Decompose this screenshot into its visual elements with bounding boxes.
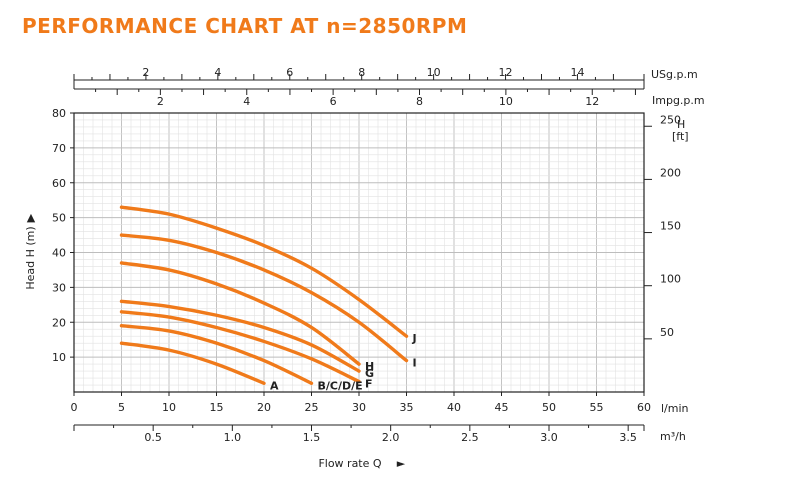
axes bbox=[70, 74, 652, 431]
curve-label-i: I bbox=[413, 357, 417, 370]
ft-tick-label: 50 bbox=[660, 326, 674, 339]
usgpm-tick-label: 4 bbox=[214, 66, 221, 79]
usgpm-tick-label: 6 bbox=[286, 66, 293, 79]
x-axis-unit: l/min bbox=[661, 402, 689, 415]
x-tick-label: 5 bbox=[118, 401, 125, 414]
x-caption: Flow rate Q bbox=[318, 457, 381, 470]
y-tick-label: 10 bbox=[52, 351, 66, 364]
y-tick-label: 40 bbox=[52, 247, 66, 260]
x-tick-label: 40 bbox=[447, 401, 461, 414]
impgpm-tick-label: 10 bbox=[499, 95, 513, 108]
grid bbox=[73, 112, 645, 393]
curve-a bbox=[119, 341, 266, 385]
curve-f bbox=[119, 310, 361, 384]
ft-tick-label: 200 bbox=[660, 166, 681, 179]
y-tick-label: 60 bbox=[52, 177, 66, 190]
curve-label-g: G bbox=[365, 367, 374, 380]
m3h-unit: m³/h bbox=[660, 430, 686, 443]
x-tick-label: 55 bbox=[590, 401, 604, 414]
x-tick-label: 45 bbox=[495, 401, 509, 414]
usgpm-tick-label: 2 bbox=[142, 66, 149, 79]
impgpm-tick-label: 6 bbox=[330, 95, 337, 108]
curve-label-a: A bbox=[270, 379, 279, 392]
curve-label-h: H bbox=[365, 360, 374, 373]
x-tick-label: 15 bbox=[210, 401, 224, 414]
impgpm-label: Impg.p.m bbox=[652, 94, 705, 107]
ft-tick-label: 150 bbox=[660, 220, 681, 233]
m3h-tick-label: 2.0 bbox=[382, 431, 400, 444]
y-tick-label: 80 bbox=[52, 107, 66, 120]
impgpm-tick-label: 4 bbox=[243, 95, 250, 108]
curve-label-bcde: B/C/D/E bbox=[318, 379, 363, 392]
labels: 10 20 30 40 50 60 70 80 Head H (m) ▲ 0 5 10 15 20 25 30 3… bbox=[24, 66, 705, 470]
m3h-tick-label: 2.5 bbox=[461, 431, 479, 444]
x-tick-label: 25 bbox=[305, 401, 319, 414]
usgpm-tick-label: 12 bbox=[499, 66, 513, 79]
x-tick-label: 30 bbox=[352, 401, 366, 414]
m3h-tick-label: 3.5 bbox=[619, 431, 637, 444]
curve-i bbox=[119, 233, 409, 363]
ft-unit-ft: [ft] bbox=[672, 130, 689, 143]
usgpm-tick-label: 10 bbox=[427, 66, 441, 79]
y-axis-label: Head H (m) bbox=[24, 226, 37, 289]
ft-tick-label: 100 bbox=[660, 273, 681, 286]
y-tick-label: 70 bbox=[52, 142, 66, 155]
curve-label-j: J bbox=[412, 332, 417, 345]
x-tick-label: 35 bbox=[400, 401, 414, 414]
m3h-tick-label: 3.0 bbox=[540, 431, 558, 444]
curve-j bbox=[119, 205, 409, 338]
m3h-tick-label: 1.5 bbox=[303, 431, 321, 444]
x-caption-arrow: ► bbox=[397, 457, 406, 470]
curve-bcde bbox=[119, 324, 314, 385]
x-tick-label: 10 bbox=[162, 401, 176, 414]
impgpm-tick-label: 2 bbox=[157, 95, 164, 108]
impgpm-tick-label: 12 bbox=[585, 95, 599, 108]
x-tick-label: 0 bbox=[71, 401, 78, 414]
y-tick-label: 50 bbox=[52, 212, 66, 225]
m3h-tick-label: 1.0 bbox=[224, 431, 242, 444]
m3h-tick-label: 0.5 bbox=[144, 431, 162, 444]
x-tick-label: 50 bbox=[542, 401, 556, 414]
ft-unit-h: H bbox=[677, 118, 685, 131]
curves bbox=[119, 205, 409, 385]
usgpm-tick-label: 14 bbox=[570, 66, 584, 79]
x-tick-label: 60 bbox=[637, 401, 651, 414]
chart-title: PERFORMANCE CHART AT n=2850RPM bbox=[22, 14, 468, 38]
y-tick-label: 20 bbox=[52, 316, 66, 329]
y-axis-arrow: ▲ bbox=[27, 211, 36, 224]
curve-g bbox=[119, 299, 361, 373]
x-tick-label: 20 bbox=[257, 401, 271, 414]
y-tick-label: 30 bbox=[52, 281, 66, 294]
usgpm-label: USg.p.m bbox=[651, 68, 698, 81]
curve-h bbox=[119, 261, 361, 366]
ft-tick-label: 250 bbox=[660, 113, 681, 126]
usgpm-tick-label: 8 bbox=[358, 66, 365, 79]
curve-label-f: F bbox=[365, 378, 373, 391]
impgpm-tick-label: 8 bbox=[416, 95, 423, 108]
